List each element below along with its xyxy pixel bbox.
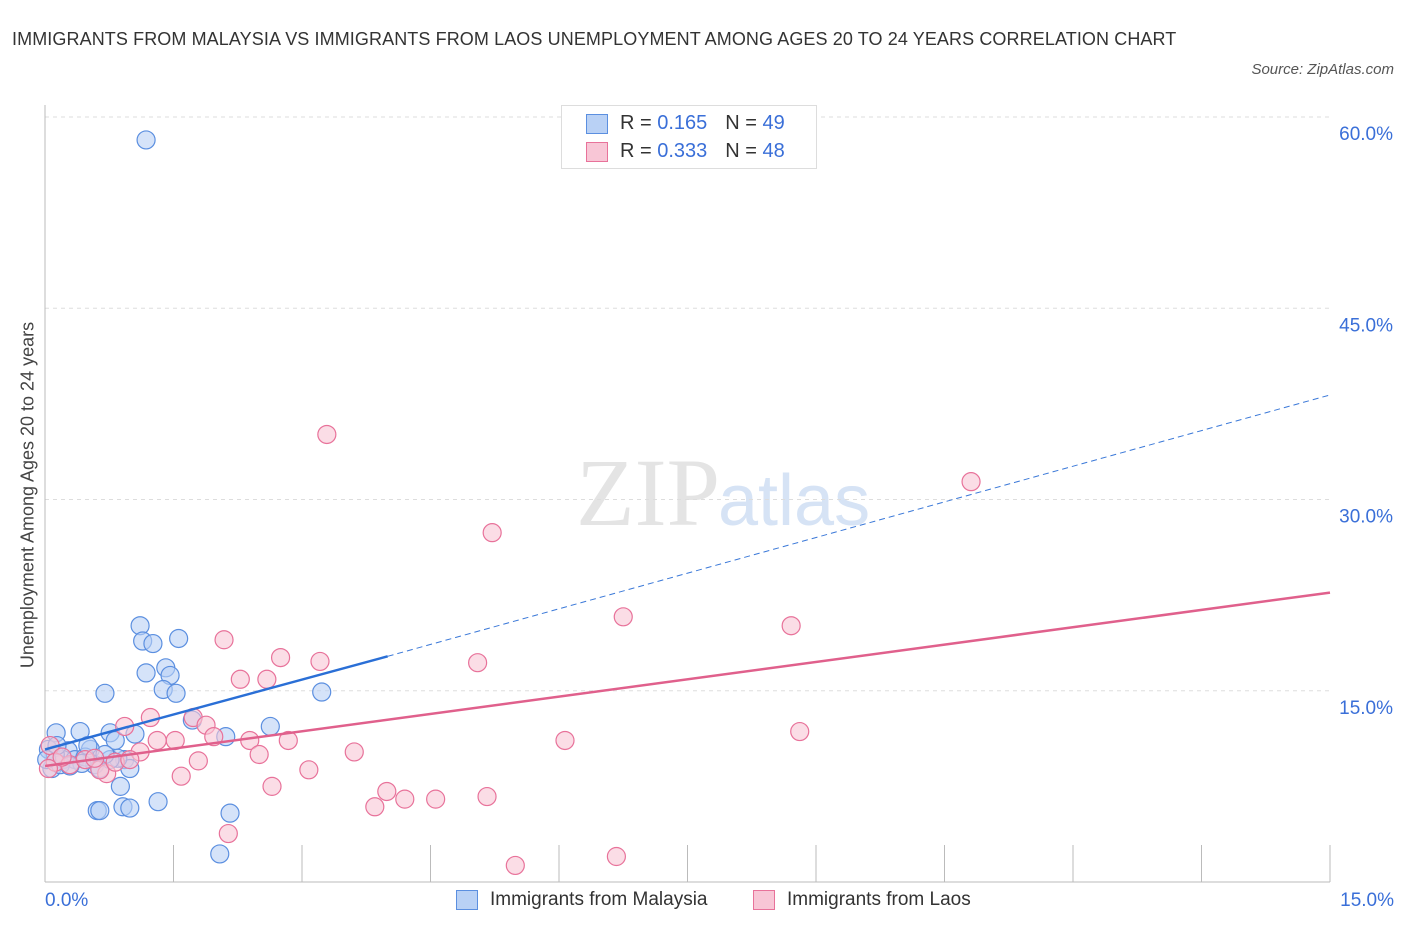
laos-point: [790, 721, 810, 742]
x-tick-min: 0.0%: [45, 890, 89, 911]
laos-point: [299, 760, 319, 780]
n-value: 48: [762, 140, 785, 162]
watermark-atlas: atlas: [718, 461, 870, 541]
malaysia-point: [169, 628, 189, 649]
laos-point: [317, 424, 337, 445]
n-label: N =: [725, 112, 757, 134]
laos-point: [214, 630, 234, 650]
laos-point: [218, 823, 238, 844]
n-label: N =: [725, 140, 757, 162]
laos-point: [188, 751, 208, 771]
malaysia-swatch: [586, 113, 608, 134]
x-tick-max: 15.0%: [1340, 890, 1394, 911]
laos-point: [505, 855, 525, 876]
laos-point: [38, 758, 59, 779]
laos-point: [395, 789, 415, 809]
laos-point: [468, 653, 488, 673]
malaysia-label: Immigrants from Malaysia: [490, 889, 708, 910]
malaysia-point: [136, 130, 156, 150]
laos-point: [310, 651, 330, 672]
laos-point: [344, 742, 364, 762]
r-label: R =: [620, 112, 652, 134]
malaysia-point: [220, 803, 240, 823]
malaysia-point: [120, 798, 140, 818]
laos-point: [426, 789, 446, 809]
malaysia-swatch: [456, 890, 478, 910]
laos-point: [147, 730, 167, 751]
laos-point: [278, 730, 298, 751]
chart-title: IMMIGRANTS FROM MALAYSIA VS IMMIGRANTS F…: [12, 29, 1177, 49]
source-label: Source: ZipAtlas.com: [1251, 61, 1394, 78]
laos-point: [249, 744, 269, 765]
malaysia-point: [90, 800, 110, 821]
laos-point: [477, 786, 497, 807]
r-value: 0.165: [657, 112, 708, 134]
malaysia-point: [260, 716, 280, 737]
legend-row-laos: R = 0.333 N = 48: [586, 140, 785, 163]
malaysia-point: [312, 682, 332, 702]
y-tick-label: 15.0%: [1339, 698, 1393, 719]
laos-label: Immigrants from Laos: [787, 889, 971, 910]
malaysia-point: [95, 683, 115, 703]
laos-point: [613, 607, 633, 627]
malaysia-trendline: [44, 655, 388, 751]
y-tick-label: 60.0%: [1339, 124, 1393, 145]
laos-point: [961, 472, 981, 492]
laos-point: [781, 616, 801, 636]
n-value: 49: [762, 112, 785, 134]
laos-trendline: [44, 591, 1331, 768]
malaysia-point: [136, 663, 156, 683]
laos-point: [262, 776, 282, 796]
laos-swatch: [586, 141, 608, 162]
laos-point: [606, 846, 626, 867]
r-label: R =: [620, 140, 652, 162]
laos-point: [140, 707, 160, 728]
laos-point: [257, 669, 277, 689]
laos-point: [52, 747, 72, 767]
laos-point: [555, 730, 575, 751]
laos-point: [270, 647, 291, 668]
laos-swatch: [753, 890, 775, 910]
malaysia-point: [166, 683, 186, 703]
y-tick-label: 45.0%: [1339, 315, 1393, 336]
r-value: 0.333: [657, 140, 708, 162]
watermark-zip: ZIP: [576, 439, 720, 546]
laos-point: [204, 727, 224, 747]
bottom-legend-malaysia: Immigrants from Malaysia: [456, 889, 708, 911]
malaysia-point: [148, 792, 168, 812]
laos-point: [377, 781, 397, 802]
malaysia-point: [143, 633, 163, 654]
bottom-legend-laos: Immigrants from Laos: [753, 889, 971, 911]
y-tick-label: 30.0%: [1339, 507, 1393, 528]
malaysia-point: [110, 776, 130, 796]
laos-point: [482, 523, 502, 543]
laos-point: [171, 766, 191, 786]
malaysia-trend-extension: [387, 394, 1331, 657]
legend: R = 0.165 N = 49 R = 0.333 N = 48: [561, 105, 817, 169]
legend-row-malaysia: R = 0.165 N = 49: [586, 112, 785, 135]
laos-point: [365, 797, 385, 817]
malaysia-point: [210, 844, 230, 864]
laos-point: [230, 669, 250, 689]
